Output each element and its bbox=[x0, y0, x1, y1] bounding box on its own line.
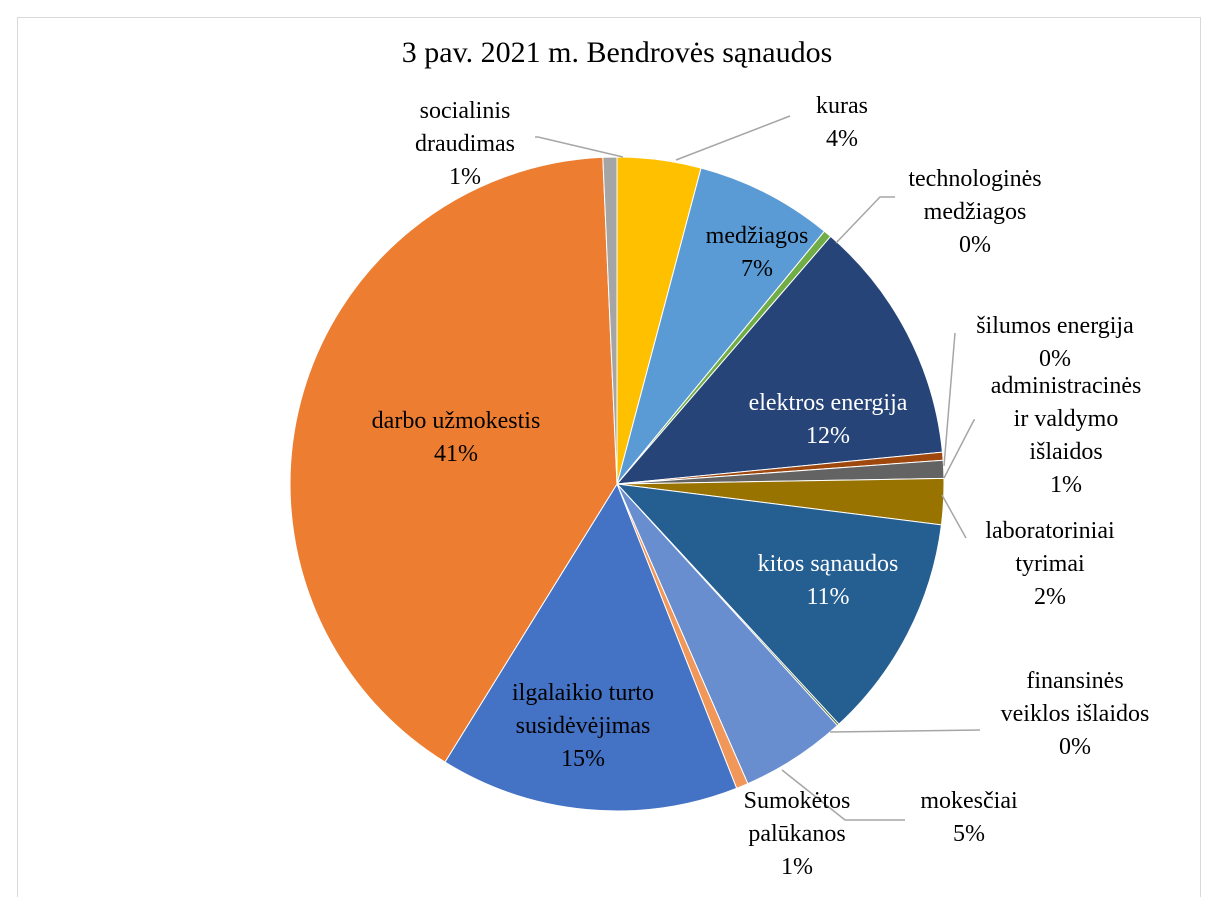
data-label: medžiagos 7% bbox=[706, 223, 809, 282]
data-label: kitos sąnaudos 11% bbox=[758, 551, 899, 610]
data-label: elektros energija 12% bbox=[749, 390, 908, 449]
data-label: šilumos energija 0% bbox=[976, 313, 1134, 372]
chart-title: 3 pav. 2021 m. Bendrovės sąnaudos bbox=[402, 36, 833, 69]
leader-line bbox=[781, 769, 905, 821]
leader-line bbox=[535, 136, 624, 158]
leader-line bbox=[675, 115, 791, 161]
data-label: finansinės veiklos išlaidos 0% bbox=[1001, 668, 1150, 760]
leader-lines bbox=[535, 115, 981, 821]
data-label: ilgalaikio turto susidėvėjimas 15% bbox=[512, 680, 654, 772]
data-label: administracinės ir valdymo išlaidos 1% bbox=[991, 373, 1142, 498]
data-label: mokesčiai 5% bbox=[920, 788, 1018, 847]
data-label: kuras 4% bbox=[816, 93, 868, 152]
pie-slice bbox=[289, 156, 618, 763]
data-label: socialinis draudimas 1% bbox=[415, 98, 515, 190]
data-label: Sumokėtos palūkanos 1% bbox=[744, 788, 851, 880]
leader-line bbox=[835, 196, 895, 244]
pie-slices bbox=[289, 156, 945, 812]
pie-slice bbox=[615, 483, 942, 725]
data-label: technologinės medžiagos 0% bbox=[908, 166, 1041, 258]
leader-line bbox=[829, 729, 981, 733]
pie-slice bbox=[615, 235, 943, 485]
pie-slice bbox=[616, 167, 826, 485]
pie-slice bbox=[444, 482, 738, 812]
data-label: darbo užmokestis 41% bbox=[372, 408, 541, 467]
leader-line bbox=[943, 419, 975, 479]
data-labels: kuras 4% medžiagos 7% technologinės medžiagos… bbox=[372, 93, 1150, 880]
chart-frame bbox=[17, 17, 1201, 897]
pie-slice bbox=[602, 156, 618, 485]
data-label: laboratoriniai tyrimai 2% bbox=[985, 518, 1115, 610]
leader-line bbox=[941, 494, 967, 539]
leader-line bbox=[943, 332, 956, 467]
